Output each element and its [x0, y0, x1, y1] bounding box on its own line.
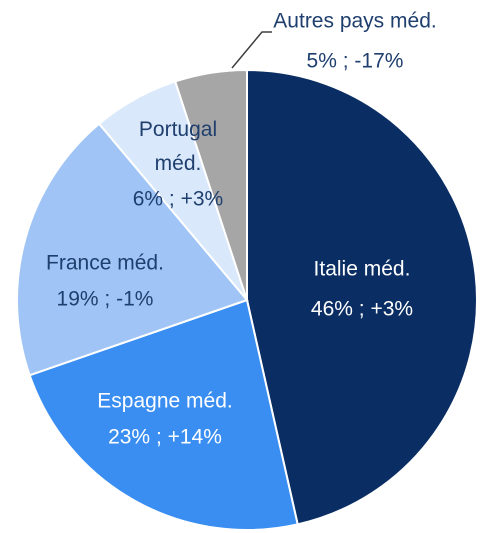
pie-slice — [16, 122, 249, 377]
pie-slice — [246, 68, 478, 526]
slice-value-label: 19% ; -1% — [57, 288, 154, 311]
slice-value-label: 5% ; -17% — [307, 50, 404, 73]
slice-label: France méd. — [46, 252, 164, 275]
slice-label: Portugal méd. — [139, 118, 217, 175]
slice-value-label: 6% ; +3% — [133, 188, 223, 211]
slice-label: Autres pays méd. — [273, 10, 436, 33]
pie-slice — [28, 298, 299, 531]
slice-label: Italie méd. — [314, 258, 411, 281]
slice-value-label: 23% ; +14% — [108, 426, 222, 449]
slice-value-label: 46% ; +3% — [311, 298, 413, 321]
leader-line — [231, 31, 272, 69]
slice-label: Espagne méd. — [97, 390, 232, 413]
pie-slice — [173, 68, 248, 301]
